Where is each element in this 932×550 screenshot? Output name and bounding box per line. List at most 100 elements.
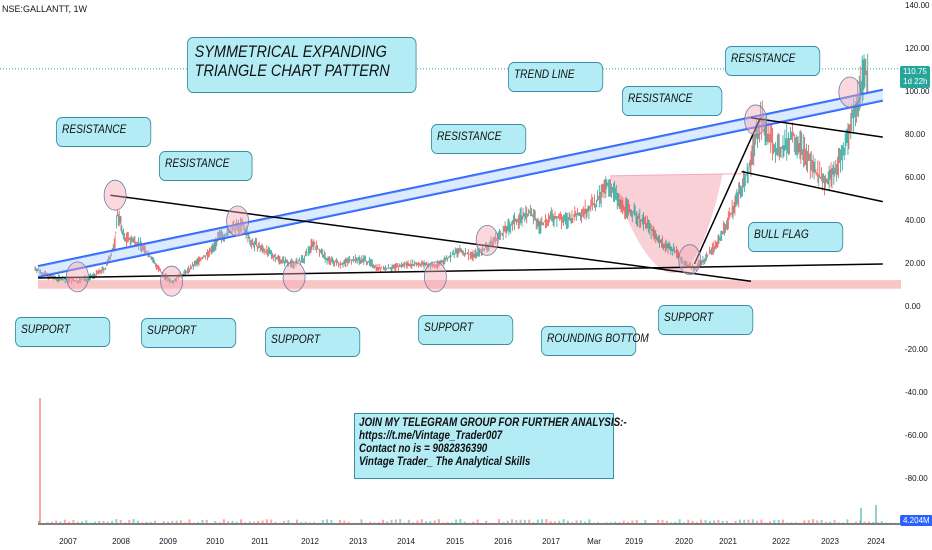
volume-bar [433,520,436,524]
volume-bar [738,519,741,524]
volume-bar [420,519,423,524]
flag-upper-line [750,117,883,138]
volume-bar [747,519,750,524]
volume-bar [743,519,746,524]
volume-bar [184,522,187,524]
volume-bar [81,521,83,524]
volume-bar [386,521,389,524]
volume-bar [351,522,354,524]
volume-bar [46,522,49,524]
volume-bar [575,520,578,524]
volume-bar [167,521,169,524]
volume-bar [631,520,634,524]
volume-bar [829,521,832,524]
volume-bar [141,522,144,524]
x-tick-label: 2014 [397,537,415,546]
volume-bar [317,522,320,524]
volume-bar [132,519,135,524]
x-tick-label: 2024 [867,537,885,546]
volume-bar [622,520,625,524]
x-tick-label: 2012 [301,537,319,546]
telegram-line: Contact no is = 9082836390 [359,441,488,455]
volume-bar [210,522,212,524]
volume-bar [192,522,195,524]
annotation-rounding-bottom: ROUNDING BOTTOM [541,326,649,356]
symbol-label: NSE:GALLANTT, 1W [2,4,88,14]
volume-bar [674,522,677,524]
volume-bar [790,522,793,524]
annotation-resistance: RESISTANCE [725,46,821,76]
highlight-circle [160,265,184,297]
highlight-circle [103,179,127,211]
volume-bar [459,519,462,524]
volume-bar [769,521,771,524]
y-tick-label: 20.00 [905,259,926,268]
volume-bar [149,521,152,524]
highlight-circle [66,261,89,293]
highlight-circle [838,76,862,108]
volume-bar [468,522,470,524]
volume-bar [485,520,488,524]
volume-bar [339,519,341,524]
volume-bar [579,520,582,524]
volume-bar [558,520,561,524]
volume-bar [652,522,655,524]
volume-bar [872,521,875,524]
volume-bar [450,522,453,524]
volume-bar [842,522,845,524]
volume-bar [154,520,157,524]
x-tick-label: 2008 [112,537,130,546]
volume-bar [89,522,92,524]
descending-trend-line [110,194,752,282]
volume-bar [480,522,483,524]
volume-bar [231,520,234,524]
volume-bar [308,522,311,524]
volume-bar [128,520,131,524]
annotation-bull-flag: BULL FLAG [748,222,844,252]
x-tick-label: 2017 [542,537,560,546]
volume-bar [261,520,264,524]
volume-bar [102,520,105,524]
x-tick-label: 2023 [821,537,839,546]
volume-bar [55,520,58,524]
flag-lower-line [741,170,883,203]
y-tick-label: 60.00 [905,173,926,182]
x-tick-label: 2021 [719,537,737,546]
volume-bar [717,519,720,524]
volume-bar [837,522,840,524]
volume-bar [240,519,243,524]
y-tick-label: 0.00 [905,302,921,311]
y-tick-label: -60.00 [905,431,928,440]
volume-bar [265,519,268,524]
volume-bar [369,521,372,524]
volume-bar [42,522,45,524]
volume-bar [554,521,556,524]
volume-bar [283,520,286,524]
highlight-circle [423,261,447,293]
volume-bar [188,519,191,524]
x-tick-label: 2020 [675,537,693,546]
volume-bar [244,522,247,524]
volume-bar [227,521,230,524]
volume-bar [472,521,475,524]
volume-bar [824,522,827,524]
volume-bar [536,519,539,524]
volume-bar [880,521,883,524]
breakout-line [693,117,762,265]
y-tick-label: 140.00 [905,1,930,10]
volume-bar [786,522,789,524]
volume-bar [171,520,174,524]
highlight-circle [475,224,499,256]
volume-bar [356,522,359,524]
annotation-resistance: RESISTANCE [622,86,723,116]
volume-bar [300,522,303,524]
volume-bar [145,521,148,524]
annotation-support: SUPPORT [15,317,111,347]
volume-bar [313,522,316,524]
volume-bar [562,519,565,524]
channel-lower-line [37,99,884,278]
volume-bar [661,519,664,524]
telegram-line: Vintage Trader_ The Analytical Skills [359,454,531,468]
